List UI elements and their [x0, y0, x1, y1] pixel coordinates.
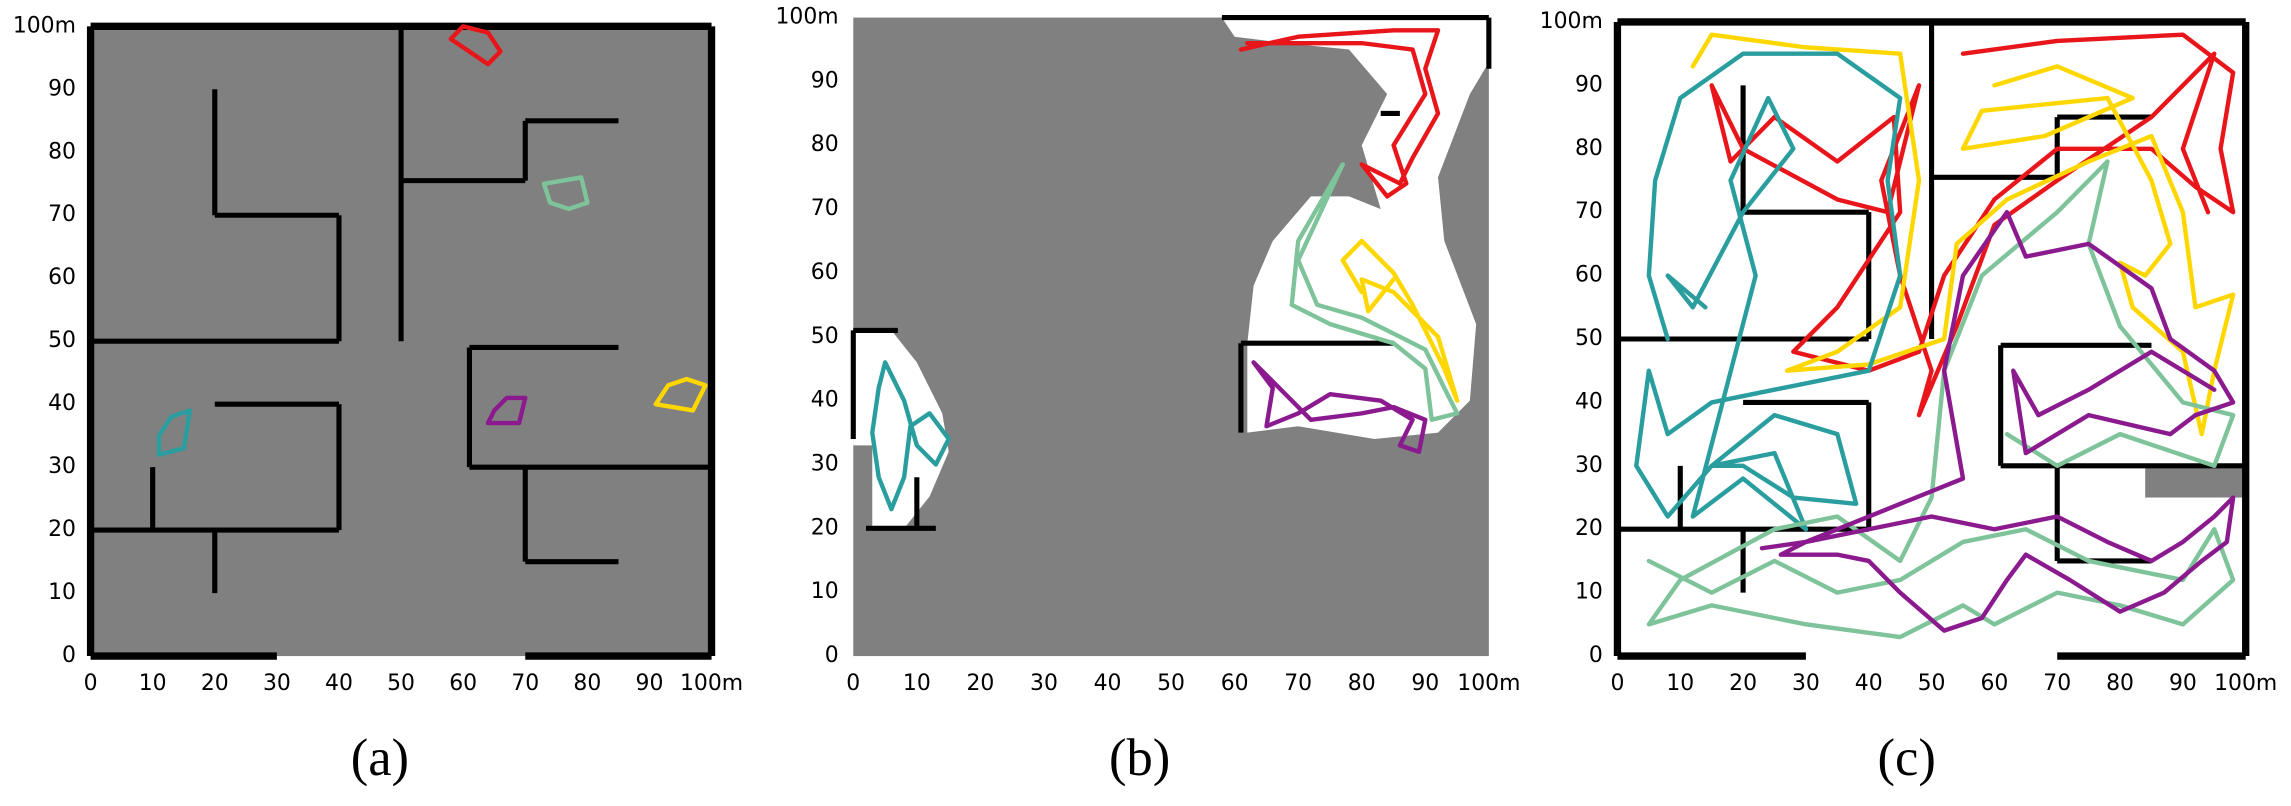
robot-trajectory — [1709, 32, 2236, 418]
y-tick-label: 90 — [48, 76, 76, 101]
x-tick-label: 20 — [1729, 671, 1757, 696]
x-tick-label: 0 — [1610, 671, 1624, 696]
y-tick-label: 100m — [1540, 9, 1603, 34]
y-tick-label: 80 — [811, 132, 839, 157]
robot-trajectory — [870, 360, 951, 512]
robot-trajectory — [1646, 159, 2236, 640]
explored-area — [1221, 17, 1489, 439]
unexplored-patch — [2145, 465, 2246, 498]
y-tick-label: 40 — [1575, 389, 1603, 414]
y-tick-label: 30 — [811, 452, 839, 477]
y-tick-label: 50 — [811, 324, 839, 349]
x-tick-label: 10 — [1666, 671, 1694, 696]
x-tick-label: 100m — [2214, 671, 2277, 696]
map-panel: 0 10 20 30 40 50 60 70 80 90 100m 0 10 20 30 40 50 60 70 80… — [1540, 9, 2278, 787]
y-tick-label: 20 — [48, 517, 76, 542]
x-tick-label: 60 — [1221, 671, 1249, 696]
y-tick-label: 20 — [811, 515, 839, 540]
y-tick-label: 60 — [811, 260, 839, 285]
x-tick-label: 50 — [1918, 671, 1946, 696]
y-tick-label: 100m — [776, 5, 839, 30]
y-tick-label: 60 — [1575, 263, 1603, 288]
y-tick-label: 100m — [13, 13, 76, 38]
map-panel: 0 10 20 30 40 50 60 70 80 90 100m 0 10 20 30 40 50 60 70 80… — [776, 5, 1521, 787]
y-tick-label: 30 — [1575, 453, 1603, 478]
robot-trajectory — [1634, 51, 1903, 532]
y-tick-label: 40 — [48, 391, 76, 416]
y-tick-label: 10 — [48, 580, 76, 605]
x-tick-label: 40 — [1855, 671, 1883, 696]
sensor-fov — [156, 408, 193, 457]
x-tick-label: 30 — [263, 671, 291, 696]
x-tick-label: 20 — [201, 671, 229, 696]
x-tick-label: 30 — [1792, 671, 1820, 696]
x-tick-label: 10 — [903, 671, 931, 696]
x-tick-label: 90 — [2169, 671, 2197, 696]
x-tick-label: 30 — [1030, 671, 1058, 696]
y-tick-label: 50 — [1575, 326, 1603, 351]
y-tick-label: 60 — [48, 265, 76, 290]
panel-label: (b) — [1109, 729, 1170, 787]
x-tick-label: 60 — [449, 671, 477, 696]
y-tick-label: 70 — [48, 202, 76, 227]
y-tick-label: 20 — [1575, 516, 1603, 541]
sensor-fov — [448, 24, 503, 67]
x-tick-label: 40 — [325, 671, 353, 696]
x-tick-label: 70 — [511, 671, 539, 696]
x-tick-label: 100m — [1457, 671, 1520, 696]
robot-trajectory — [1690, 32, 2236, 437]
x-tick-label: 70 — [1284, 671, 1312, 696]
x-tick-label: 80 — [573, 671, 601, 696]
robot-trajectory — [1289, 162, 1460, 422]
x-tick-label: 10 — [139, 671, 167, 696]
robot-trajectory — [1759, 209, 2236, 633]
map-panel: 0 10 20 30 40 50 60 70 80 90 100m 0 10 20 30 40 50 60 70 80… — [13, 13, 743, 786]
x-tick-label: 60 — [1980, 671, 2008, 696]
y-tick-label: 70 — [811, 196, 839, 221]
sensor-fov — [653, 376, 708, 413]
x-tick-label: 0 — [84, 671, 98, 696]
y-tick-label: 10 — [1575, 580, 1603, 605]
x-tick-label: 80 — [2106, 671, 2134, 696]
x-tick-label: 50 — [1157, 671, 1185, 696]
x-tick-label: 20 — [966, 671, 994, 696]
sensor-fov — [485, 395, 528, 426]
y-tick-label: 70 — [1575, 199, 1603, 224]
panel-label: (c) — [1878, 729, 1936, 787]
robot-trajectory — [1251, 360, 1428, 454]
y-tick-label: 30 — [48, 454, 76, 479]
y-tick-label: 0 — [825, 643, 839, 668]
x-tick-label: 40 — [1094, 671, 1122, 696]
robot-trajectory — [1238, 28, 1441, 199]
robot-trajectory — [1340, 238, 1460, 403]
y-tick-label: 10 — [811, 579, 839, 604]
y-tick-label: 80 — [48, 139, 76, 164]
x-tick-label: 100m — [680, 671, 743, 696]
x-tick-label: 90 — [1411, 671, 1439, 696]
sensor-fov — [541, 175, 590, 212]
x-tick-label: 50 — [387, 671, 415, 696]
y-tick-label: 0 — [62, 643, 76, 668]
x-tick-label: 80 — [1348, 671, 1376, 696]
y-tick-label: 90 — [811, 68, 839, 93]
y-tick-label: 90 — [1575, 72, 1603, 97]
x-tick-label: 0 — [846, 671, 860, 696]
panel-label: (a) — [351, 729, 409, 787]
x-tick-label: 90 — [636, 671, 664, 696]
y-tick-label: 80 — [1575, 136, 1603, 161]
y-tick-label: 0 — [1589, 643, 1603, 668]
y-tick-label: 50 — [48, 328, 76, 353]
x-tick-label: 70 — [2043, 671, 2071, 696]
y-tick-label: 40 — [811, 388, 839, 413]
